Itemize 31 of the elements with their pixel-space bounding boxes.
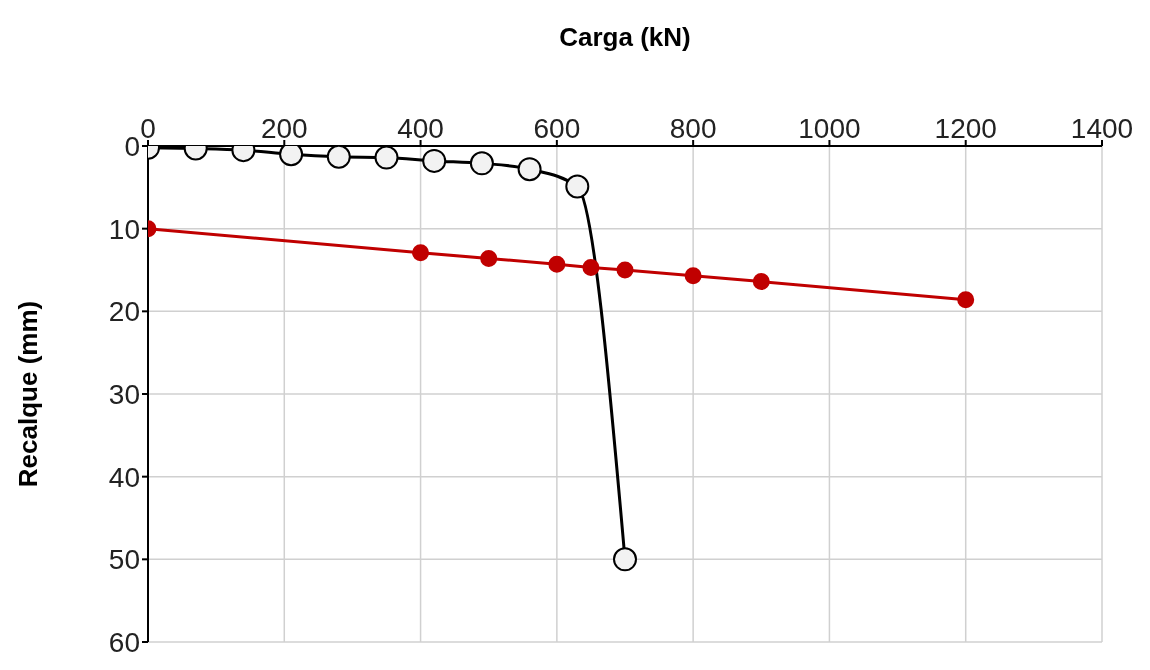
x-tick-label: 1200 [934, 113, 997, 144]
point [582, 259, 600, 277]
point [469, 151, 494, 176]
point [684, 267, 702, 285]
x-tick-label: 200 [260, 113, 308, 144]
point [613, 547, 637, 572]
point [422, 148, 447, 173]
point [480, 249, 498, 267]
point [517, 157, 542, 182]
x-tick-label: 1000 [798, 113, 861, 144]
y-axis-title: Recalque (mm) [13, 300, 44, 488]
x-tick-label: 600 [533, 113, 581, 144]
x-tick-label: 800 [669, 113, 717, 144]
y-tick-label: 40 [108, 461, 140, 493]
point [412, 244, 430, 262]
x-tick-label: 1400 [1070, 113, 1134, 144]
y-tick-label: 30 [108, 378, 140, 410]
x-tick-label: 400 [397, 113, 444, 144]
point [957, 291, 975, 309]
point [616, 261, 634, 279]
point [279, 146, 304, 167]
y-tick-label: 10 [108, 213, 140, 245]
x-axis-title: Carga (kN) [559, 22, 691, 53]
y-tick-label: 50 [108, 544, 140, 576]
y-tick-label: 20 [108, 296, 140, 328]
point [565, 174, 590, 199]
point [548, 255, 566, 273]
y-tick-label: 60 [108, 626, 140, 658]
point [374, 146, 399, 170]
point [326, 146, 351, 169]
point [752, 273, 770, 291]
